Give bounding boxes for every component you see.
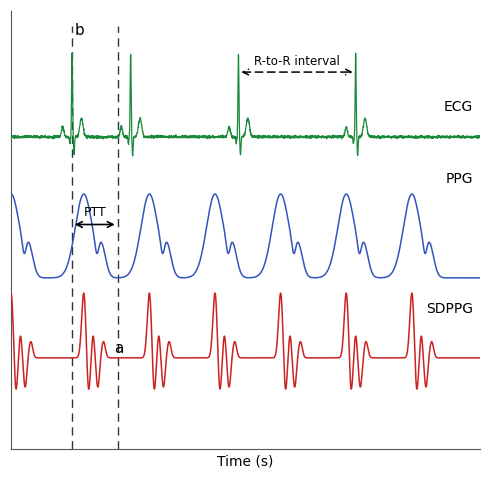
Text: ECG: ECG (443, 100, 473, 114)
Text: a: a (114, 341, 123, 356)
Text: R-to-R interval: R-to-R interval (254, 55, 340, 68)
Text: b: b (75, 23, 84, 38)
Text: SDPPG: SDPPG (426, 302, 473, 316)
Text: PPG: PPG (445, 172, 473, 186)
Text: PTT: PTT (83, 206, 106, 219)
X-axis label: Time (s): Time (s) (218, 455, 273, 469)
